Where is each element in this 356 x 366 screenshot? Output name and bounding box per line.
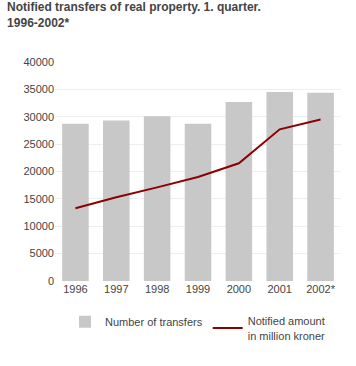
svg-text:Notified amountin million kron: Notified amountin million kroner [248, 315, 325, 341]
svg-text:20000: 20000 [23, 165, 54, 177]
svg-text:30000: 30000 [23, 111, 54, 123]
svg-text:1996: 1996 [63, 283, 87, 295]
svg-text:2002*: 2002* [306, 283, 335, 295]
svg-text:1998: 1998 [145, 283, 169, 295]
svg-text:40000: 40000 [23, 56, 54, 68]
svg-text:0: 0 [48, 275, 54, 287]
svg-text:Number of transfers: Number of transfers [105, 316, 203, 328]
svg-text:1997: 1997 [104, 283, 128, 295]
svg-text:Notified transfers of real pro: Notified transfers of real property. 1. … [7, 0, 261, 30]
svg-text:1999: 1999 [186, 283, 210, 295]
svg-text:35000: 35000 [23, 83, 54, 95]
svg-text:5000: 5000 [30, 247, 54, 259]
svg-text:25000: 25000 [23, 138, 54, 150]
svg-text:15000: 15000 [23, 193, 54, 205]
svg-text:10000: 10000 [23, 220, 54, 232]
svg-text:2001: 2001 [267, 283, 291, 295]
svg-text:2000: 2000 [227, 283, 251, 295]
